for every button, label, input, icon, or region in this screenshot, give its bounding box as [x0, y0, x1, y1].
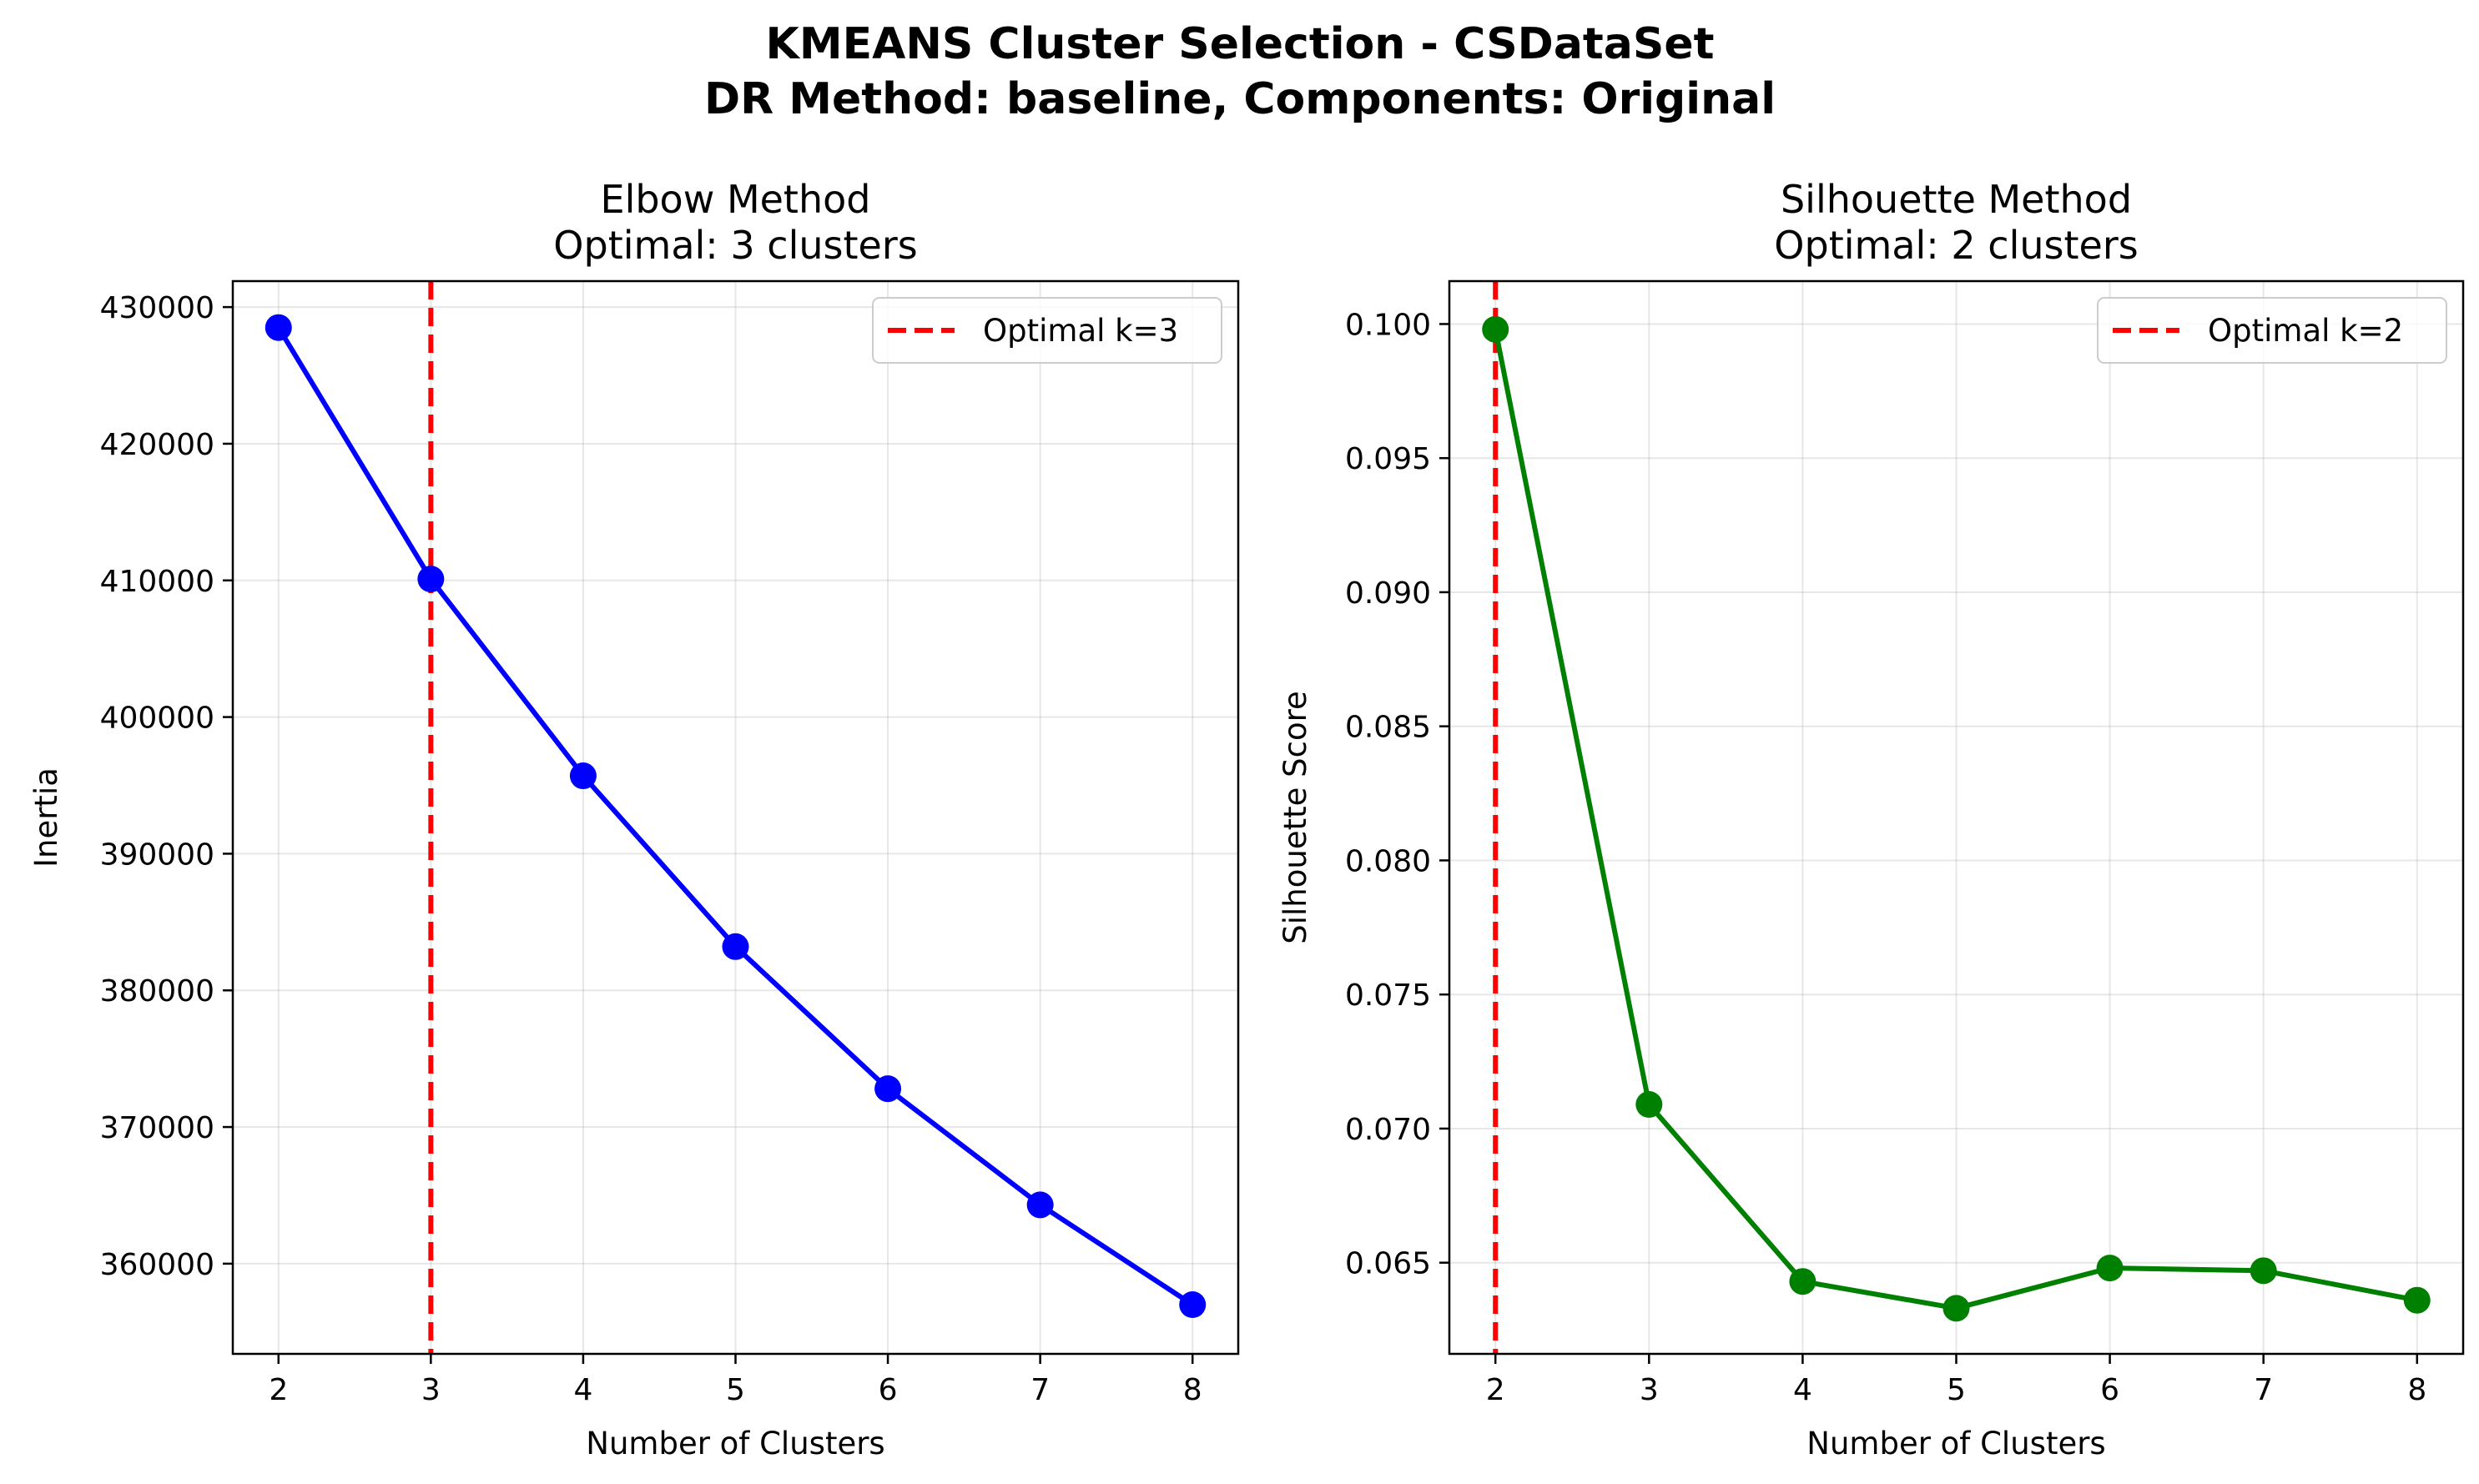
- silhouette-ytick-label: 0.080: [1345, 844, 1431, 878]
- silhouette-point-k5: [1942, 1295, 1970, 1322]
- elbow-xlabel: Number of Clusters: [586, 1426, 884, 1461]
- silhouette-legend-box: [2097, 297, 2447, 364]
- elbow-ytick-label: 390000: [100, 838, 214, 872]
- elbow-ylabel: Inertia: [28, 767, 64, 868]
- silhouette-xlabel: Number of Clusters: [1806, 1426, 2105, 1461]
- elbow-ytick-label: 410000: [100, 565, 214, 599]
- elbow-point-k8: [1179, 1291, 1207, 1319]
- silhouette-xtick-label: 8: [2407, 1373, 2426, 1407]
- silhouette-title-line1: Silhouette Method: [1781, 177, 2132, 222]
- silhouette-ylabel: Silhouette Score: [1277, 691, 1313, 944]
- elbow-ytick-label: 370000: [100, 1111, 214, 1145]
- elbow-title-line2: Optimal: 3 clusters: [553, 223, 917, 268]
- silhouette-legend-label: Optimal k=2: [2208, 313, 2403, 349]
- figure-title-line1: KMEANS Cluster Selection - CSDataSet: [766, 19, 1715, 69]
- elbow-ytick-label: 420000: [100, 428, 214, 462]
- silhouette-ytick-label: 0.070: [1345, 1113, 1431, 1147]
- elbow-xtick-label: 8: [1183, 1373, 1202, 1407]
- silhouette-point-k8: [2403, 1286, 2431, 1314]
- elbow-xtick-label: 4: [573, 1373, 592, 1407]
- elbow-xtick-label: 7: [1030, 1373, 1050, 1407]
- elbow-point-k6: [874, 1075, 902, 1103]
- elbow-legend-label: Optimal k=3: [983, 313, 1178, 349]
- silhouette-ytick-label: 0.075: [1345, 978, 1431, 1013]
- figure-title-line2: DR Method: baseline, Components: Origina…: [704, 74, 1776, 124]
- elbow-point-k4: [569, 762, 597, 790]
- silhouette-legend: Optimal k=2: [2097, 297, 2447, 364]
- elbow-xtick-label: 2: [269, 1373, 288, 1407]
- elbow-point-k3: [417, 566, 445, 593]
- silhouette-point-k7: [2250, 1257, 2277, 1285]
- elbow-ytick-label: 380000: [100, 974, 214, 1009]
- silhouette-point-k2: [1482, 315, 1509, 343]
- elbow-legend-box: [872, 297, 1222, 364]
- silhouette-point-k3: [1635, 1091, 1663, 1119]
- silhouette-point-k4: [1789, 1268, 1816, 1295]
- elbow-point-k7: [1026, 1191, 1054, 1219]
- elbow-legend: Optimal k=3: [872, 297, 1222, 364]
- elbow-title-line1: Elbow Method: [601, 177, 871, 222]
- silhouette-ytick-label: 0.090: [1345, 576, 1431, 611]
- elbow-xtick-label: 6: [879, 1373, 898, 1407]
- silhouette-xtick-label: 7: [2254, 1373, 2273, 1407]
- elbow-xtick-label: 3: [421, 1373, 441, 1407]
- elbow-point-k5: [722, 933, 749, 960]
- elbow-ytick-label: 360000: [100, 1248, 214, 1282]
- silhouette-ytick-label: 0.095: [1345, 442, 1431, 476]
- silhouette-xtick-label: 5: [1947, 1373, 1966, 1407]
- silhouette-xtick-label: 4: [1793, 1373, 1812, 1407]
- silhouette-ytick-label: 0.100: [1345, 308, 1431, 342]
- elbow-point-k2: [265, 314, 292, 341]
- silhouette-ytick-label: 0.085: [1345, 711, 1431, 745]
- silhouette-xtick-label: 3: [1640, 1373, 1659, 1407]
- silhouette-title-line2: Optimal: 2 clusters: [1774, 223, 2138, 268]
- silhouette-xtick-label: 2: [1486, 1373, 1505, 1407]
- elbow-xtick-label: 5: [726, 1373, 745, 1407]
- elbow-ytick-label: 400000: [100, 702, 214, 736]
- silhouette-xtick-label: 6: [2100, 1373, 2119, 1407]
- silhouette-ytick-label: 0.065: [1345, 1247, 1431, 1281]
- silhouette-point-k6: [2096, 1255, 2124, 1282]
- elbow-ytick-label: 430000: [100, 291, 214, 325]
